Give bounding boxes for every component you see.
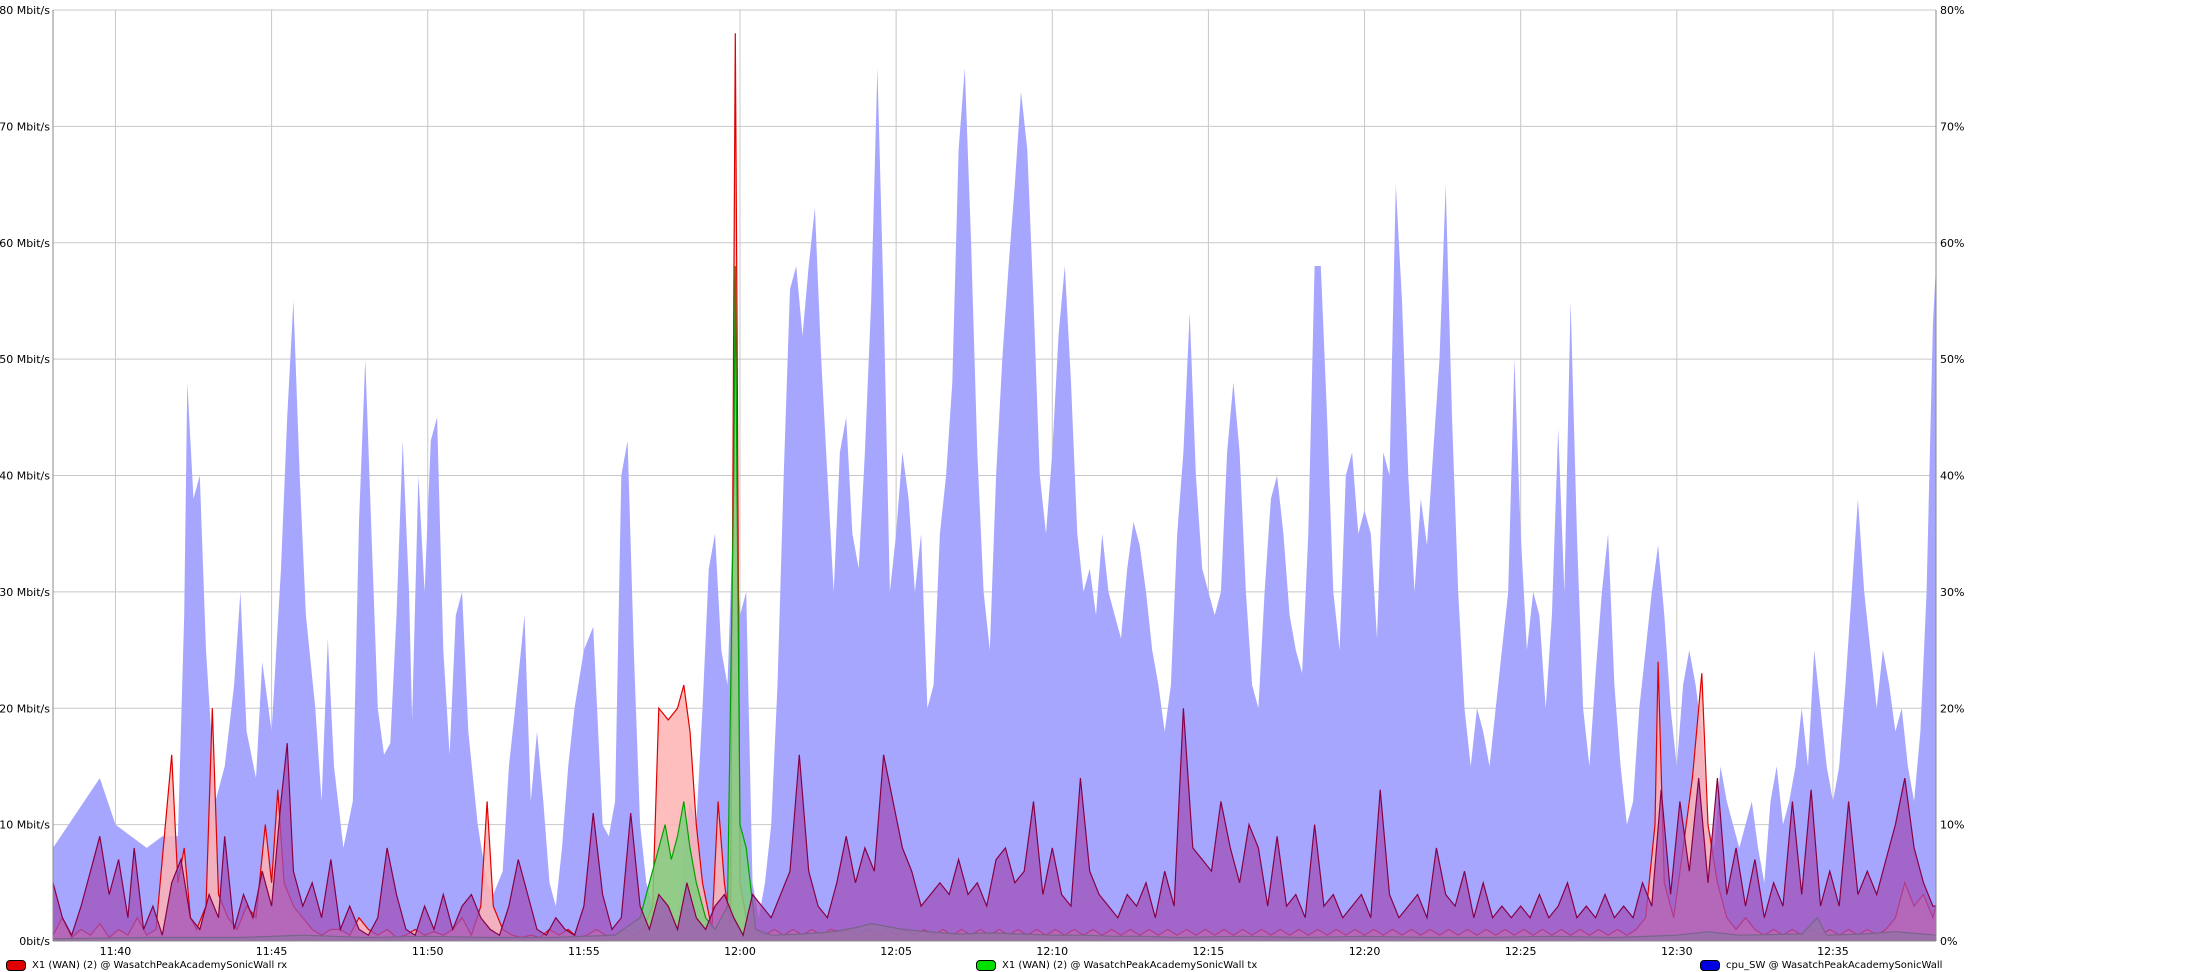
x-tick-label-4: 12:00 bbox=[724, 945, 756, 958]
y-left-tick-label-7: 70 Mbit/s bbox=[0, 120, 50, 133]
legend-item-rx: X1 (WAN) (2) @ WasatchPeakAcademySonicWa… bbox=[6, 959, 287, 972]
series-area-0 bbox=[53, 68, 1936, 941]
x-tick-label-2: 11:50 bbox=[412, 945, 444, 958]
x-tick-label-3: 11:55 bbox=[568, 945, 600, 958]
y-right-tick-label-4: 40% bbox=[1940, 470, 1964, 483]
legend-label-tx: X1 (WAN) (2) @ WasatchPeakAcademySonicWa… bbox=[1002, 960, 1258, 971]
legend-swatch-cpu bbox=[1700, 960, 1720, 971]
series-area-3 bbox=[53, 708, 1936, 941]
y-right-tick-label-0: 0% bbox=[1940, 935, 1957, 948]
legend-item-cpu: cpu_SW @ WasatchPeakAcademySonicWall bbox=[1700, 959, 1942, 972]
y-left-tick-label-5: 50 Mbit/s bbox=[0, 353, 50, 366]
y-right-tick-label-3: 30% bbox=[1940, 586, 1964, 599]
y-right-tick-label-7: 70% bbox=[1940, 120, 1964, 133]
x-tick-label-0: 11:40 bbox=[100, 945, 132, 958]
legend-swatch-rx bbox=[6, 960, 26, 971]
x-tick-label-11: 12:35 bbox=[1817, 945, 1849, 958]
x-tick-label-5: 12:05 bbox=[880, 945, 912, 958]
x-tick-label-1: 11:45 bbox=[256, 945, 288, 958]
x-tick-label-7: 12:15 bbox=[1193, 945, 1225, 958]
plot-areas bbox=[52, 33, 1937, 942]
legend-swatch-tx bbox=[976, 960, 996, 971]
y-left-tick-label-0: 0bit/s bbox=[19, 935, 50, 948]
y-right-tick-label-6: 60% bbox=[1940, 237, 1964, 250]
legend-item-tx: X1 (WAN) (2) @ WasatchPeakAcademySonicWa… bbox=[976, 959, 1257, 972]
y-left-tick-label-8: 80 Mbit/s bbox=[0, 4, 50, 17]
y-right-tick-label-2: 20% bbox=[1940, 702, 1964, 715]
y-left-tick-label-4: 40 Mbit/s bbox=[0, 470, 50, 483]
y-left-tick-label-3: 30 Mbit/s bbox=[0, 586, 50, 599]
x-tick-label-6: 12:10 bbox=[1036, 945, 1068, 958]
series-line-3 bbox=[52, 708, 1936, 937]
axes: 0bit/s 10 Mbit/s 20 Mbit/s 30 Mbit/s 40 Mbit… bbox=[0, 4, 1964, 958]
y-left-tick-label-1: 10 Mbit/s bbox=[0, 819, 50, 832]
y-left-tick-label-6: 60 Mbit/s bbox=[0, 237, 50, 250]
y-right-tick-label-1: 10% bbox=[1940, 819, 1964, 832]
y-right-tick-label-8: 80% bbox=[1940, 4, 1964, 17]
legend-label-rx: X1 (WAN) (2) @ WasatchPeakAcademySonicWa… bbox=[32, 960, 288, 971]
y-left-tick-label-2: 20 Mbit/s bbox=[0, 702, 50, 715]
y-right-tick-label-5: 50% bbox=[1940, 353, 1964, 366]
x-tick-label-9: 12:25 bbox=[1505, 945, 1537, 958]
x-tick-label-8: 12:20 bbox=[1349, 945, 1381, 958]
x-tick-label-10: 12:30 bbox=[1661, 945, 1693, 958]
legend-label-cpu: cpu_SW @ WasatchPeakAcademySonicWall bbox=[1726, 960, 1943, 971]
